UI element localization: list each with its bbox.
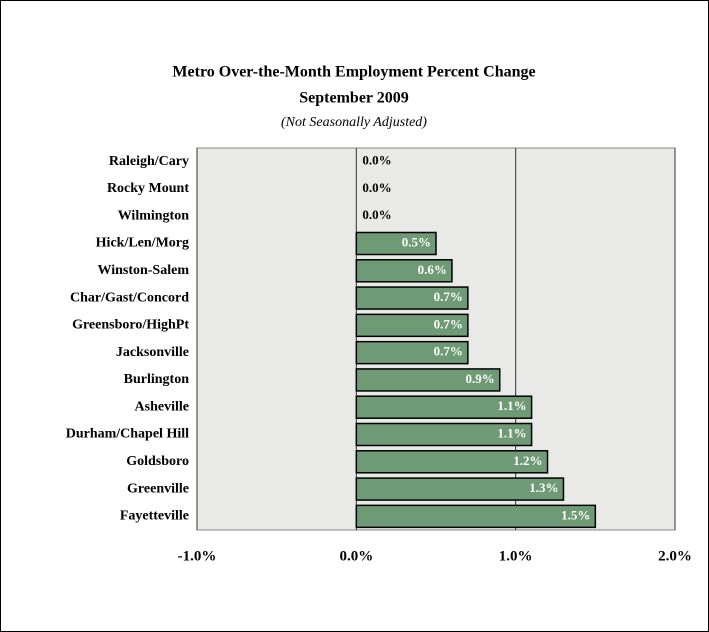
- chart-note: (Not Seasonally Adjusted): [281, 115, 427, 130]
- data-label: 0.0%: [362, 207, 391, 222]
- bar: [355, 231, 437, 256]
- data-label: 1.3%: [529, 480, 558, 495]
- y-tick-label: Jacksonville: [116, 345, 189, 360]
- y-tick-label: Fayetteville: [120, 509, 189, 524]
- data-label: 1.2%: [513, 453, 542, 468]
- chart-title: Metro Over-the-Month Employment Percent …: [172, 64, 535, 81]
- bar: [355, 395, 533, 419]
- y-tick-label: Rocky Mount: [107, 181, 189, 196]
- data-label: 0.7%: [434, 289, 463, 304]
- y-tick-label: Greenville: [127, 481, 189, 496]
- y-tick-label: Raleigh/Cary: [109, 154, 189, 169]
- chart-subtitle: September 2009: [299, 90, 408, 107]
- bar: [355, 368, 501, 392]
- data-label: 0.0%: [362, 153, 391, 168]
- data-label: 0.7%: [434, 316, 463, 331]
- x-tick-label: 2.0%: [658, 548, 692, 564]
- bar: [355, 286, 469, 310]
- y-tick-label: Char/Gast/Concord: [70, 290, 189, 305]
- data-label: 1.5%: [561, 507, 590, 522]
- data-label: 1.1%: [497, 398, 526, 413]
- y-tick-label: Winston-Salem: [97, 263, 189, 278]
- data-label: 0.0%: [362, 180, 391, 195]
- y-tick-label: Asheville: [135, 399, 189, 414]
- bar: [355, 340, 469, 365]
- data-label: 1.1%: [497, 425, 526, 440]
- data-label: 0.5%: [402, 234, 431, 249]
- y-tick-label: Greensboro/HighPt: [72, 318, 189, 333]
- bar: [355, 477, 565, 501]
- y-tick-label: Goldsboro: [126, 454, 189, 469]
- data-label: 0.9%: [465, 371, 494, 386]
- bar: [355, 259, 453, 283]
- y-tick-label: Durham/Chapel Hill: [66, 427, 189, 442]
- bar: [355, 450, 549, 474]
- x-tick-label: 0.0%: [339, 548, 373, 564]
- bar: [355, 422, 533, 447]
- x-tick-label: 1.0%: [499, 548, 533, 564]
- bar: [355, 504, 597, 529]
- x-tick-label: -1.0%: [178, 548, 217, 564]
- bar: [355, 313, 469, 338]
- y-tick-label: Burlington: [124, 372, 190, 387]
- y-tick-label: Hick/Len/Morg: [96, 236, 189, 251]
- data-label: 0.7%: [434, 344, 463, 359]
- y-tick-label: Wilmington: [118, 208, 190, 223]
- data-label: 0.6%: [418, 262, 447, 277]
